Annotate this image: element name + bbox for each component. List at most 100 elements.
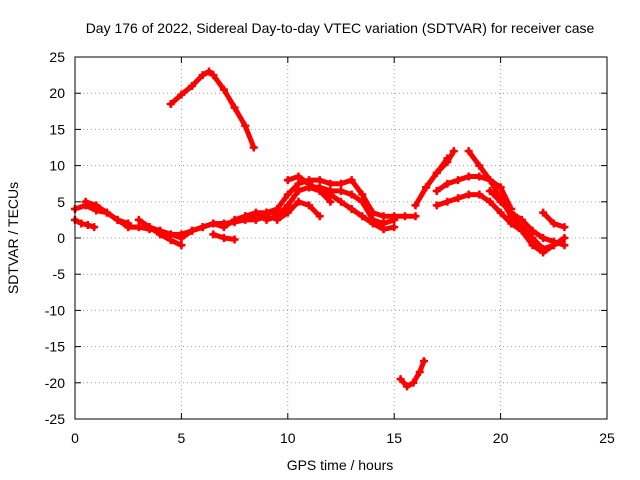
data-point [379, 225, 388, 234]
y-tick-label: -5 [53, 266, 66, 282]
x-tick-label: 15 [386, 430, 402, 446]
data-point [539, 208, 548, 217]
axis-ticks: 0 5 10 15 20 25 -25 -20 -15 -10 -5 0 5 10 15 20 25 [45, 49, 615, 446]
data-point [81, 197, 90, 206]
data-point [283, 208, 292, 217]
data-point [539, 234, 548, 242]
y-tick-label: 10 [49, 158, 65, 174]
data-point [464, 190, 473, 199]
data-point [347, 190, 356, 199]
x-tick-label: 5 [178, 430, 186, 446]
data-point [262, 208, 271, 217]
data-point [419, 357, 428, 366]
data-point [294, 172, 303, 181]
data-point [262, 215, 271, 224]
data-point [90, 223, 99, 232]
data-point [283, 190, 292, 199]
data-point [177, 90, 186, 99]
data-point [83, 220, 92, 229]
data-point [368, 219, 377, 228]
data-point [166, 100, 175, 109]
data-point [475, 161, 484, 170]
data-point [145, 223, 154, 232]
data-point [485, 186, 494, 195]
data-point [113, 215, 122, 224]
data-point [241, 212, 250, 221]
data-point [528, 226, 537, 235]
data-point [409, 378, 418, 387]
data-point [517, 226, 526, 235]
data-point [230, 235, 239, 244]
data-point [432, 168, 441, 177]
data-point [443, 154, 452, 163]
data-point [400, 212, 409, 221]
data-point [315, 176, 324, 185]
data-point [134, 215, 143, 224]
data-point [326, 190, 335, 199]
data-point [475, 172, 484, 181]
y-tick-label: 0 [57, 230, 65, 246]
data-point [485, 197, 494, 206]
data-point [379, 212, 388, 221]
data-point [560, 241, 569, 250]
data-point [454, 194, 463, 203]
data-point [92, 201, 101, 210]
x-tick-label: 25 [599, 430, 615, 446]
data-point [294, 186, 303, 195]
data-point [124, 223, 133, 232]
data-point [305, 179, 314, 188]
data-point [188, 81, 197, 90]
data-point [443, 179, 452, 188]
data-point [230, 103, 239, 112]
data-point [219, 85, 228, 94]
data-point [358, 190, 367, 199]
data-point [326, 197, 335, 206]
data-point [219, 223, 228, 232]
y-tick-label: -20 [45, 375, 65, 391]
data-point [273, 205, 282, 214]
data-point [485, 176, 494, 185]
data-point [517, 215, 526, 224]
data-point [156, 230, 165, 239]
data-point [273, 215, 282, 224]
data-point [251, 212, 260, 221]
data-point [415, 367, 424, 376]
data-point [496, 183, 505, 192]
data-point [539, 248, 548, 257]
y-tick-label: -25 [45, 411, 65, 427]
data-point [507, 219, 516, 228]
data-point [315, 186, 324, 195]
series-arc-06 [168, 69, 257, 150]
data-point [188, 226, 197, 235]
y-tick-label: -10 [45, 302, 65, 318]
data-point [396, 375, 405, 384]
x-tick-label: 10 [280, 430, 296, 446]
data-point [166, 236, 175, 245]
data-point [177, 241, 186, 250]
data-point [249, 143, 258, 152]
data-point [496, 208, 505, 217]
data-point [305, 201, 314, 210]
data-point [358, 212, 367, 221]
data-point [443, 197, 452, 206]
data-point [402, 382, 411, 391]
y-tick-label: -15 [45, 339, 65, 355]
data-point [315, 212, 324, 221]
data-point [337, 186, 345, 195]
data-point [219, 234, 228, 242]
data-point [283, 176, 292, 185]
data-point [209, 219, 218, 228]
data-point [560, 223, 569, 232]
y-tick-label: 20 [49, 85, 65, 101]
data-point [390, 223, 399, 232]
data-point [560, 234, 569, 242]
data-point [241, 121, 250, 130]
data-point [411, 212, 420, 221]
data-point [358, 197, 367, 206]
data-point [134, 223, 143, 232]
data-point [294, 197, 303, 206]
data-point [209, 71, 218, 80]
data-point [294, 179, 303, 188]
data-point [528, 241, 537, 250]
